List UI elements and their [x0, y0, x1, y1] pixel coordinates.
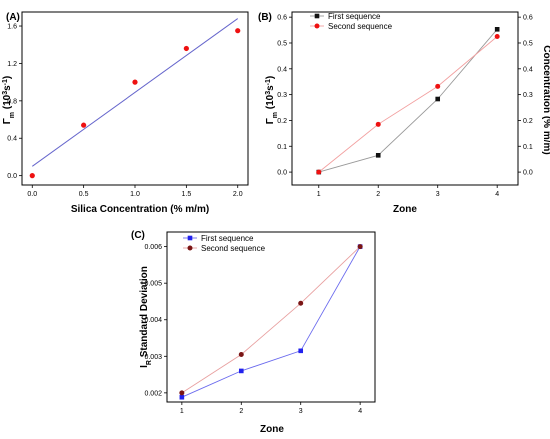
y-tick-label: 0.4 [7, 136, 17, 143]
series-1-point [494, 27, 500, 32]
y-axis-label: Γm (103s-1) [2, 76, 16, 125]
x-tick-label: 1 [317, 191, 321, 198]
y-tick-label: 0.1 [277, 144, 287, 151]
y-right-tick-label: 0.6 [523, 15, 533, 22]
x-tick-label: 4 [495, 191, 499, 198]
y-right-tick-label: 0.0 [523, 170, 533, 177]
data-point [29, 173, 35, 179]
legend-marker [187, 235, 193, 241]
chart-panel-3: (C) 1 2 3 4 0.002 0.003 0.004 0.005 0.006 Zone IR S… [131, 230, 376, 435]
y-right-tick-label: 0.5 [523, 40, 533, 47]
y-tick-label: 0.5 [277, 40, 287, 47]
plot-frame [291, 11, 519, 186]
x-tick-label: 1 [180, 408, 184, 415]
legend-marker [314, 13, 320, 19]
series-line-2 [318, 36, 498, 173]
series-2-point [238, 351, 244, 357]
legend-marker [314, 23, 320, 29]
y-tick-label: 0.8 [7, 98, 17, 105]
series-1-point [435, 96, 441, 102]
x-axis-label: Zone [260, 424, 284, 435]
y-tick-label: 0.6 [277, 15, 287, 22]
legend-label: Second sequence [328, 22, 393, 31]
y-tick-label: 0.2 [277, 118, 287, 125]
panel-label: (B) [258, 12, 272, 23]
series-2-point [357, 244, 363, 250]
y-tick-label: 0.006 [144, 244, 162, 251]
chart-panel-2: (B) 1 2 3 4 0.0 0.1 0.2 0.3 0.4 0.5 0.6 0.0 0.1 0.2 0.3… [258, 11, 550, 215]
series-2-point [179, 390, 185, 396]
legend-label: Second sequence [201, 244, 266, 253]
y-tick-label: 0.4 [277, 66, 287, 73]
legend-marker [187, 245, 193, 251]
series-line-2 [181, 246, 361, 394]
series-line-1 [181, 246, 361, 398]
series-2-point [298, 300, 304, 306]
y-tick-label: 0.0 [7, 173, 17, 180]
legend-label: First sequence [328, 12, 381, 21]
data-point [235, 28, 241, 34]
panel-label: (A) [6, 12, 20, 23]
y-tick-label: 0.002 [144, 390, 162, 397]
series-2-point [316, 169, 322, 175]
x-tick-label: 2 [376, 191, 380, 198]
x-axis-label: Zone [393, 204, 417, 215]
y-tick-label: 0.004 [144, 317, 162, 324]
x-tick-label: 2.0 [233, 191, 243, 198]
y-tick-label: 1.6 [7, 24, 17, 31]
chart-panel-1: (A) 0.0 0.5 1.0 1.5 2.0 0.0 0.4 0.8 1.2 1.6 Silica … [2, 11, 249, 215]
series-1-point [375, 153, 381, 158]
x-tick-label: 3 [299, 408, 303, 415]
series-line-1 [318, 29, 498, 173]
fit-line [31, 18, 239, 167]
panel-label: (C) [131, 230, 145, 241]
plot-frame [166, 231, 376, 403]
x-tick-label: 0.0 [27, 191, 37, 198]
plot-frame [21, 11, 249, 186]
x-tick-label: 3 [436, 191, 440, 198]
x-tick-label: 1.0 [130, 191, 140, 198]
x-tick-label: 2 [239, 408, 243, 415]
y-tick-label: 1.2 [7, 61, 17, 68]
x-tick-label: 1.5 [181, 191, 191, 198]
x-tick-label: 0.5 [79, 191, 89, 198]
y-axis-label: Γm (103s-1) [265, 76, 279, 125]
series-2-point [494, 34, 500, 40]
x-tick-label: 4 [358, 408, 362, 415]
y-right-tick-label: 0.3 [523, 92, 533, 99]
y-tick-label: 0.003 [144, 354, 162, 361]
y-right-axis-label: Concentration (% m/m) [541, 45, 550, 154]
data-point [183, 45, 189, 52]
data-point [81, 122, 87, 128]
data-point [132, 79, 138, 85]
y-tick-label: 0.005 [144, 281, 162, 288]
series-2-point [375, 121, 381, 127]
series-1-point [179, 394, 185, 400]
y-right-tick-label: 0.2 [523, 118, 533, 125]
y-right-tick-label: 0.4 [523, 66, 533, 73]
y-tick-label: 0.3 [277, 92, 287, 99]
y-tick-label: 0.0 [277, 170, 287, 177]
series-1-point [298, 348, 304, 354]
y-right-tick-label: 0.1 [523, 144, 533, 151]
series-2-point [435, 83, 441, 89]
legend-label: First sequence [201, 234, 254, 243]
y-axis-label: IR Standard Deviation [139, 266, 153, 368]
x-axis-label: Silica Concentration (% m/m) [71, 204, 209, 215]
series-1-point [238, 368, 244, 374]
